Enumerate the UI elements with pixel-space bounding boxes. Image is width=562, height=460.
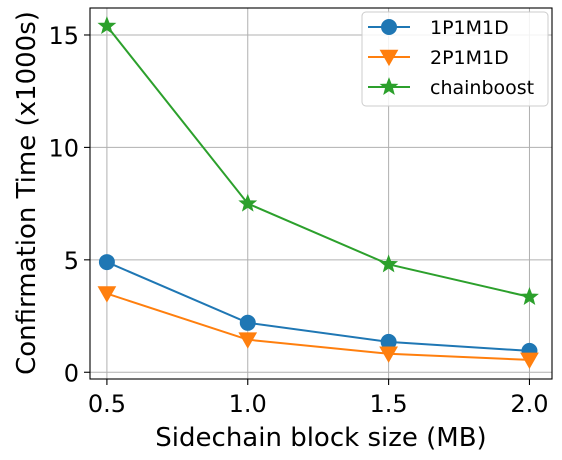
x-tick-label: 1.5 — [370, 390, 408, 418]
y-axis-label: Confirmation Time (x1000s) — [12, 11, 42, 375]
x-tick-label: 1.0 — [229, 390, 267, 418]
x-tick-label: 2.0 — [510, 390, 548, 418]
plot-series — [97, 16, 539, 369]
legend-label: 2P1M1D — [430, 47, 509, 69]
data-point-1P1M1D — [239, 314, 256, 331]
legend-marker — [379, 77, 399, 96]
data-point-chainboost — [379, 254, 399, 273]
legend: 1P1M1D 2P1M1D chainboost — [361, 11, 549, 107]
legend-label: 1P1M1D — [430, 17, 509, 39]
series-line-chainboost — [106, 25, 530, 298]
data-point-2P1M1D — [238, 332, 258, 349]
data-point-2P1M1D — [520, 352, 539, 369]
legend-marker — [381, 19, 397, 35]
y-tick-label: 0 — [64, 359, 79, 387]
data-point-chainboost — [97, 16, 117, 35]
y-tick-label: 10 — [48, 134, 79, 162]
y-tick-label: 15 — [48, 22, 79, 50]
data-point-chainboost — [238, 193, 258, 212]
data-point-2P1M1D — [97, 286, 117, 303]
axis-ticks: 0.5 1.0 1.5 2.0 0 5 10 15 — [48, 22, 548, 418]
legend-marker — [379, 49, 399, 67]
data-point-1P1M1D — [98, 254, 115, 271]
series-line-1P1M1D — [106, 261, 530, 352]
x-axis-label: Sidechain block size (MB) — [155, 423, 486, 453]
x-tick-label: 0.5 — [88, 390, 126, 418]
data-point-chainboost — [520, 287, 539, 305]
legend-label: chainboost — [430, 77, 534, 99]
plot-frame — [89, 7, 553, 380]
series-line-2P1M1D — [106, 292, 530, 361]
y-tick-label: 5 — [64, 247, 79, 275]
data-point-2P1M1D — [379, 346, 398, 363]
legend-box — [361, 11, 549, 107]
